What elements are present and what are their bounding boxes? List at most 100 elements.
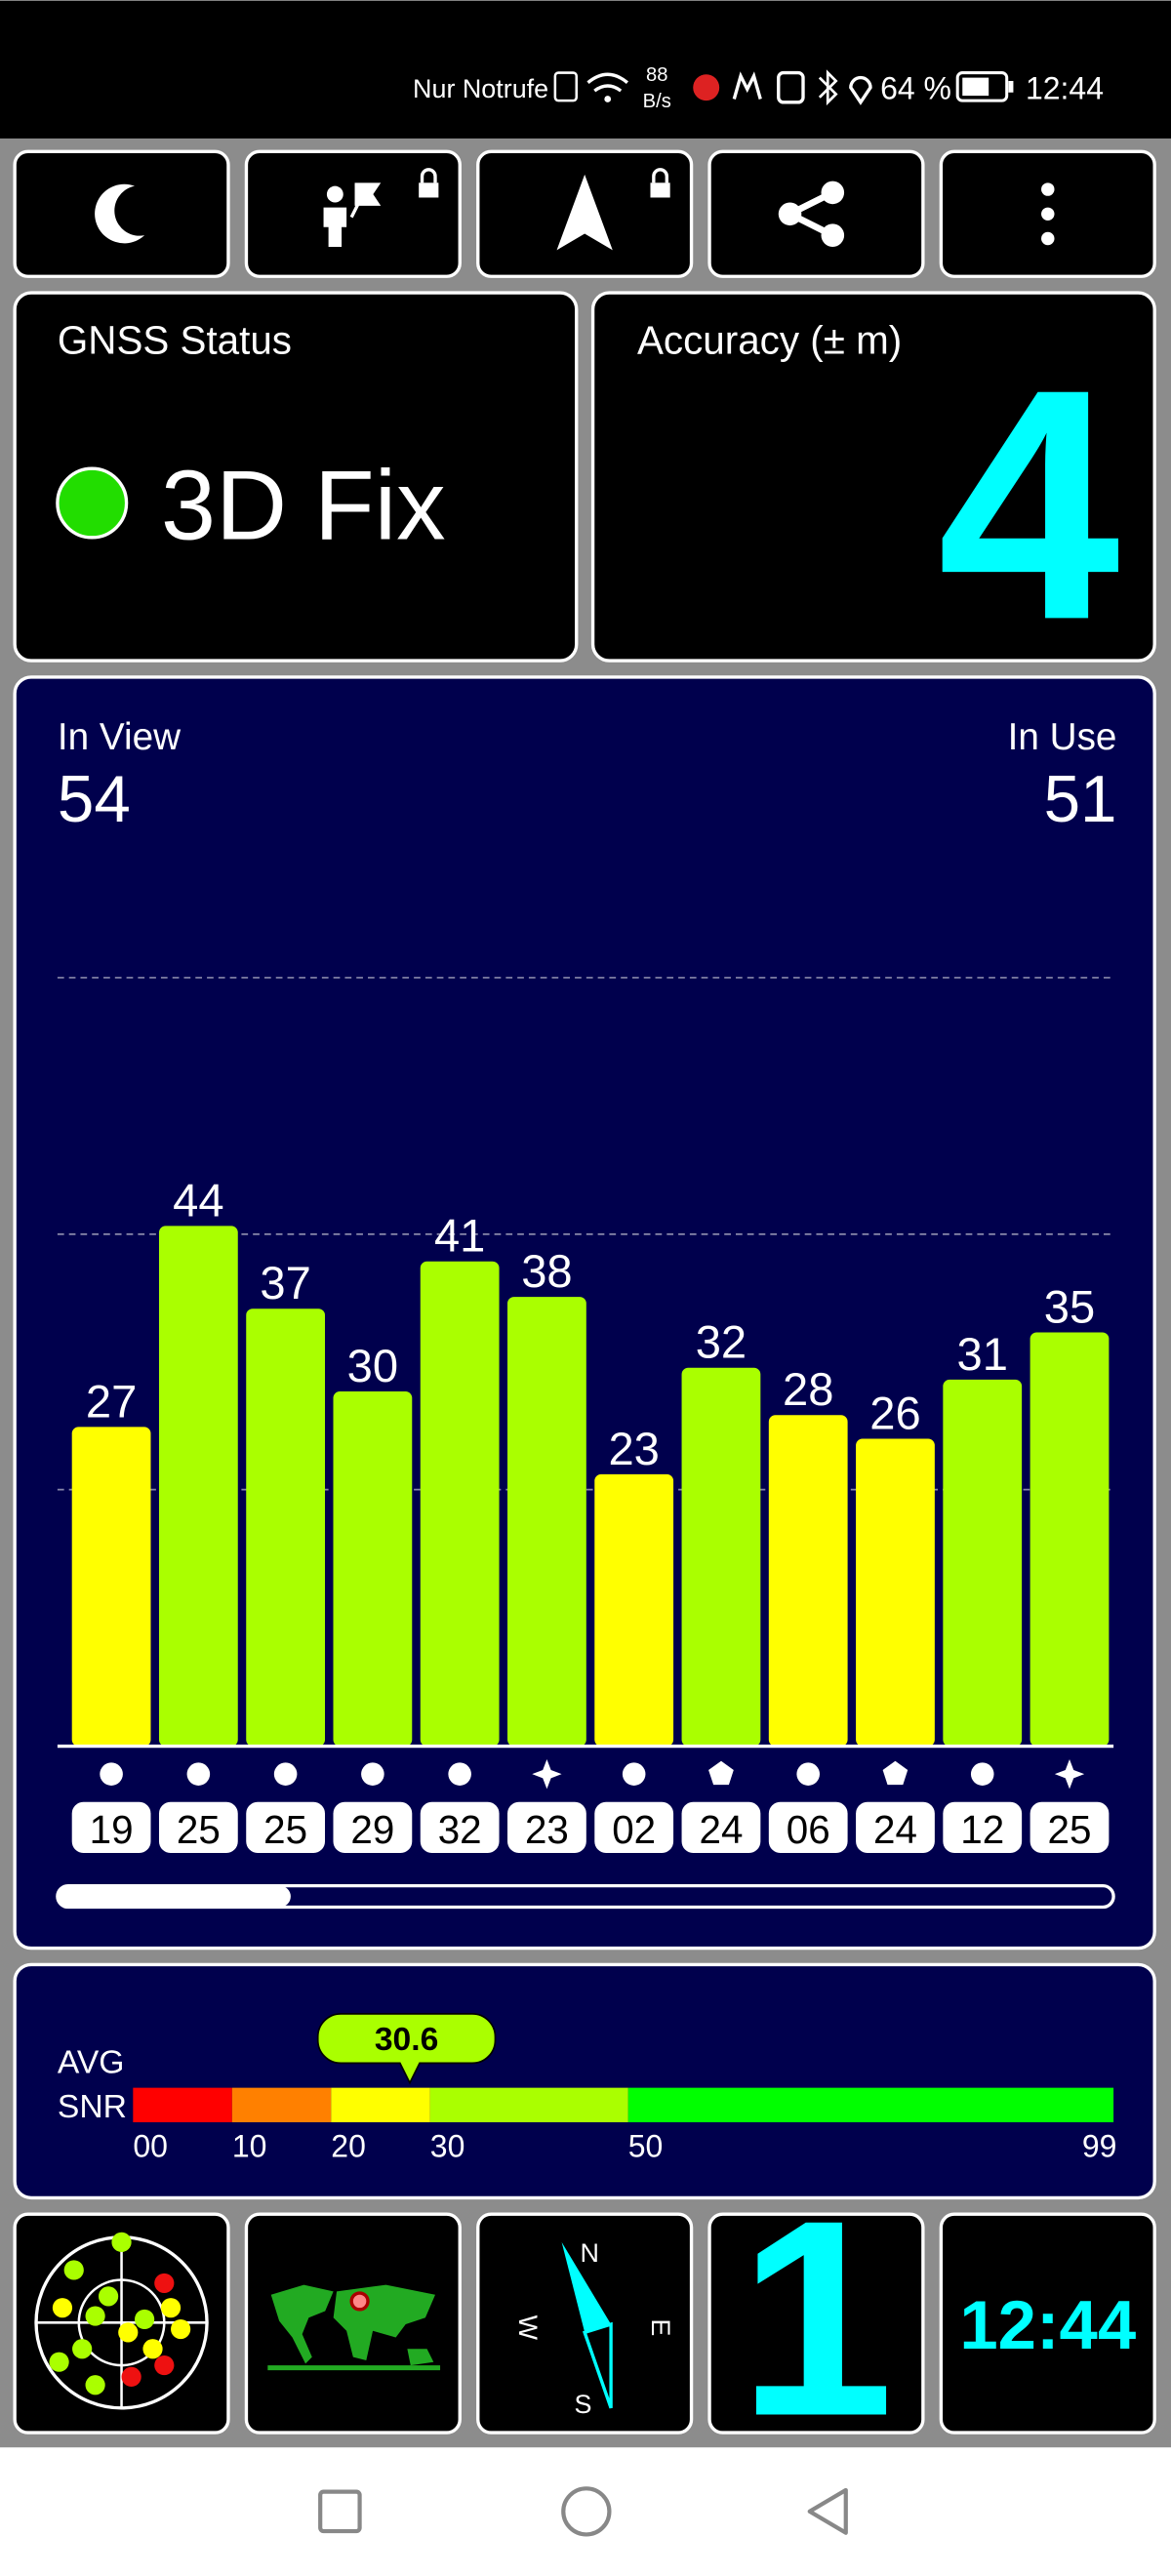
battery-text: 64 %	[880, 70, 951, 105]
fix-value: 3D Fix	[161, 452, 446, 561]
battery-level	[962, 77, 989, 97]
compass-south: S	[574, 2390, 591, 2419]
toolbar-button[interactable]	[707, 149, 925, 278]
gnss-title: GNSS Status	[58, 317, 292, 362]
sky-satellite	[52, 2298, 73, 2318]
tile-clock: 12:44	[959, 2286, 1136, 2363]
value-label: 41	[434, 1210, 485, 1262]
value-label: 44	[173, 1174, 223, 1226]
sky-satellite	[171, 2318, 191, 2340]
share-node	[778, 202, 802, 226]
value-label: 26	[869, 1387, 920, 1438]
person-head	[326, 185, 343, 203]
nav-bar	[0, 2447, 1171, 2576]
x-tick-label: 25	[177, 1807, 221, 1852]
in-use-value: 51	[1044, 763, 1117, 836]
in-view-value: 54	[58, 763, 131, 836]
x-tick-label: 25	[1048, 1807, 1092, 1852]
bar	[71, 1427, 151, 1747]
snr-band	[231, 2087, 332, 2122]
constellation-marker	[708, 1760, 734, 1786]
value-label: 38	[521, 1245, 572, 1297]
lock-icon	[650, 182, 670, 198]
prn-box	[71, 1801, 151, 1853]
value-label: 35	[1044, 1280, 1095, 1332]
bar	[594, 1473, 674, 1747]
sky-satellite	[154, 2273, 175, 2294]
snr-label: SNR	[58, 2089, 127, 2125]
menu-dot	[1041, 231, 1055, 246]
x-tick-label: 24	[699, 1807, 743, 1852]
net-speed: 88	[646, 64, 667, 86]
compass-needle-north	[561, 2241, 612, 2333]
snr-tick-label: 99	[1082, 2128, 1117, 2163]
x-tick-label: 24	[873, 1807, 917, 1852]
flag	[349, 182, 382, 219]
constellation-marker	[622, 1762, 646, 1786]
snr-tick-label: 00	[133, 2128, 168, 2163]
snr-tick-label: 30	[430, 2128, 465, 2163]
tile-number: 1	[739, 2162, 894, 2475]
toolbar-button[interactable]	[13, 149, 230, 278]
moon-icon	[95, 183, 145, 244]
wifi-icon	[586, 72, 628, 93]
snr-band	[627, 2087, 1114, 2122]
sky-satellite	[63, 2260, 84, 2280]
widget-tile[interactable]	[707, 2212, 925, 2435]
sky-satellite	[72, 2339, 93, 2359]
bar	[420, 1261, 500, 1747]
bar	[158, 1226, 238, 1747]
prn-box	[594, 1801, 674, 1853]
carrier: Nur Notrufe	[413, 74, 548, 103]
bar	[856, 1438, 935, 1747]
sky-satellite	[118, 2322, 139, 2343]
value-label: 23	[608, 1423, 659, 1474]
person-body	[323, 207, 347, 247]
snr-tick-label: 50	[628, 2128, 664, 2163]
x-tick-label: 32	[438, 1807, 482, 1852]
x-tick-label: 25	[263, 1807, 307, 1852]
compass-needle-south	[582, 2321, 613, 2409]
nfc-icon	[777, 70, 805, 104]
sky-satellite	[98, 2286, 119, 2307]
in-use-label: In Use	[1008, 716, 1117, 758]
prn-box	[768, 1801, 848, 1853]
world-map	[267, 2284, 441, 2371]
sky-satellite	[160, 2298, 182, 2318]
fix-indicator	[56, 466, 129, 540]
wifi-dot	[604, 96, 612, 102]
bar	[681, 1367, 761, 1747]
sky-satellite	[49, 2352, 69, 2372]
accuracy-value: 4	[938, 321, 1122, 688]
snr-label: AVG	[58, 2044, 125, 2080]
nav-back[interactable]	[807, 2487, 848, 2535]
navigation-icon	[556, 174, 613, 251]
widget-tile[interactable]	[939, 2212, 1156, 2435]
lock-shackle	[420, 168, 437, 183]
value-label: 32	[696, 1316, 747, 1368]
x-tick-label: 06	[787, 1807, 830, 1852]
nav-recents[interactable]	[318, 2489, 362, 2534]
sky-satellite	[121, 2366, 141, 2387]
prn-box	[1030, 1801, 1110, 1853]
x-tick-label: 23	[525, 1807, 569, 1852]
scroll-thumb	[57, 1885, 291, 1908]
sky-satellite	[154, 2355, 175, 2376]
prn-box	[681, 1801, 761, 1853]
value-label: 31	[957, 1328, 1008, 1380]
sky-satellite	[135, 2309, 155, 2330]
menu-dot	[1041, 182, 1055, 196]
in-view-label: In View	[58, 716, 182, 758]
sim-icon	[553, 71, 579, 102]
snr-tick-label: 10	[232, 2128, 267, 2163]
location-pin	[349, 2291, 370, 2312]
battery-tip	[1008, 80, 1014, 93]
constellation-marker	[532, 1759, 562, 1790]
snr-band	[133, 2087, 232, 2122]
sky-satellite	[85, 2306, 105, 2326]
constellation-marker	[361, 1762, 384, 1786]
constellation-marker	[100, 1762, 123, 1786]
share-node	[821, 181, 845, 205]
bt-icon	[818, 69, 838, 106]
nav-home[interactable]	[561, 2486, 612, 2537]
